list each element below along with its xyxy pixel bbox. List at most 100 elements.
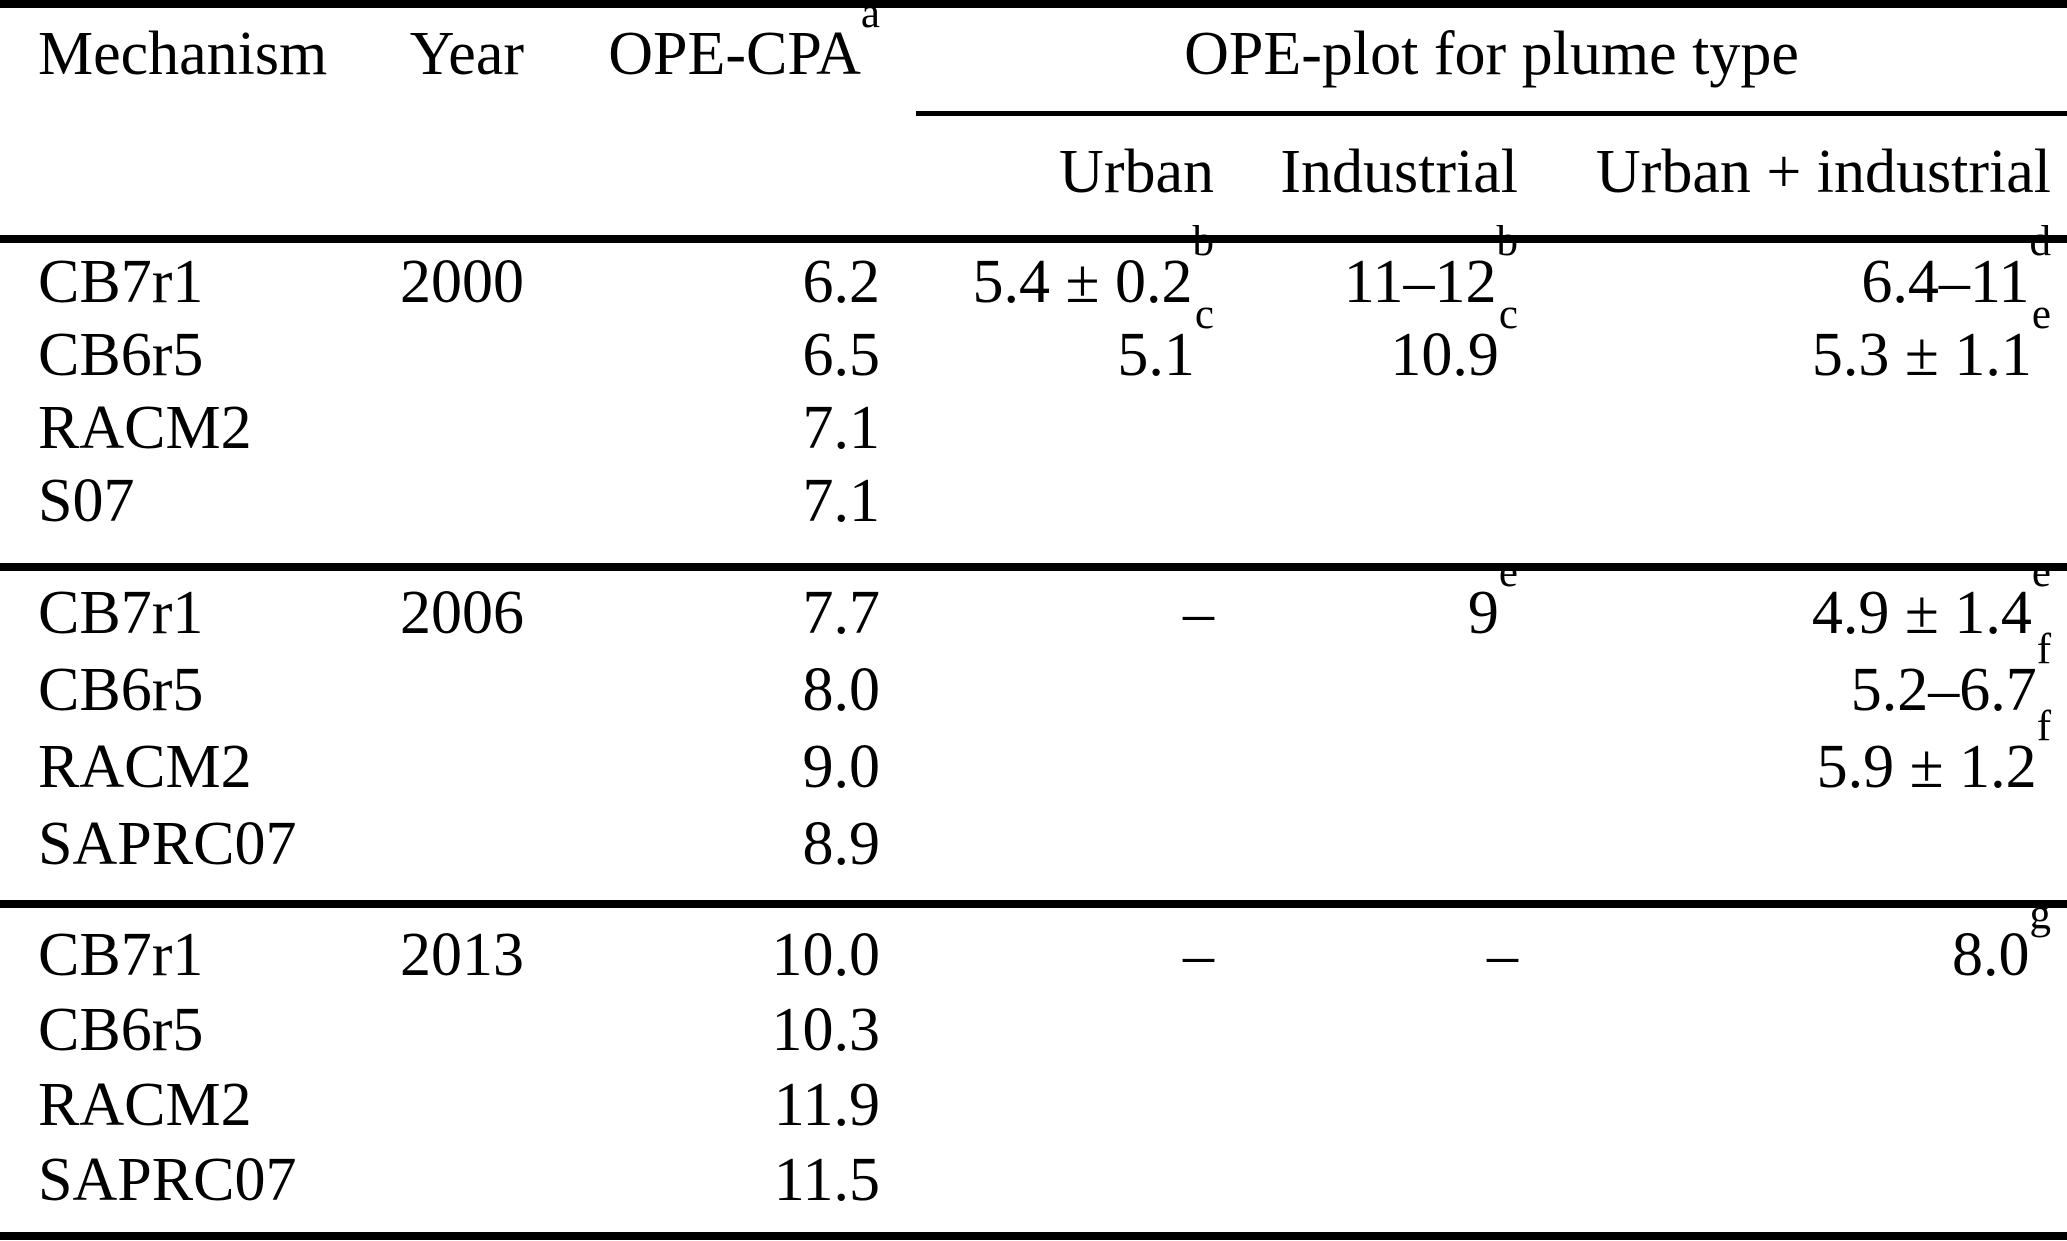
- table-row: CB7r1 2013 10.0 – – 8.0g: [0, 891, 2067, 990]
- footnote-marker-e: e: [1498, 549, 1518, 597]
- cell-year: [352, 725, 524, 802]
- table-row: CB7r1 2000 6.2 5.4 ± 0.2b 11–12b 6.4–11d: [0, 218, 2067, 317]
- cell-urban-industrial: 5.2–6.7f: [1850, 626, 2052, 724]
- cell-urban: [916, 1140, 1216, 1240]
- col-header-ope-cpa-text: OPE-CPA: [608, 20, 861, 88]
- cell-year: [352, 317, 524, 390]
- footnote-marker-e: e: [2031, 291, 2052, 339]
- cell-urban: [916, 1065, 1216, 1140]
- cell-ope-cpa: 10.3: [771, 996, 881, 1064]
- cell-urban: –: [1183, 921, 1214, 989]
- cell-mechanism: S07: [0, 463, 352, 571]
- cell-ope-cpa: 7.1: [802, 394, 881, 462]
- cell-urban: [916, 802, 1216, 908]
- cell-year: [352, 1140, 524, 1240]
- cell-urban: –: [1183, 579, 1214, 647]
- year-group-2013: CB7r1 2013 10.0 – – 8.0g CB6r5 10.3 RACM…: [0, 891, 2067, 1240]
- cell-year: 2000: [400, 248, 524, 316]
- cell-ope-cpa: 9.0: [802, 733, 881, 801]
- cell-ope-cpa: 8.9: [524, 802, 916, 908]
- cell-ope-cpa: 11.5: [524, 1140, 916, 1240]
- table-row: CB7r1 2006 7.7 – 9e 4.9 ± 1.4e: [0, 549, 2067, 648]
- cell-ope-cpa: 7.1: [524, 463, 916, 571]
- cell-urban: [916, 390, 1216, 463]
- cell-industrial: –: [1487, 921, 1518, 989]
- cell-urban: 5.1c: [1117, 291, 1214, 389]
- table-row: CB6r5 8.0 5.2–6.7f: [0, 626, 2067, 725]
- footnote-marker-c: c: [1498, 291, 1518, 339]
- table-row: CB6r5 10.3: [0, 990, 2067, 1065]
- cell-urban-industrial: 5.3 ± 1.1e: [1811, 291, 2052, 389]
- cell-industrial: 9e: [1467, 549, 1518, 647]
- footnote-marker-f: f: [2036, 703, 2052, 751]
- cell-industrial: [1216, 725, 1520, 802]
- cell-urban-industrial: 4.9 ± 1.4e: [1811, 549, 2052, 647]
- table-row: SAPRC07 11.5: [0, 1140, 2067, 1240]
- cell-industrial: 11–12b: [1343, 218, 1518, 316]
- cell-industrial: [1216, 802, 1520, 908]
- cell-urban-industrial: 5.9 ± 1.2f: [1816, 703, 2052, 801]
- cell-mechanism: SAPRC07: [0, 802, 352, 908]
- cell-mechanism: RACM2: [38, 1071, 252, 1139]
- footnote-marker-a: a: [860, 0, 880, 38]
- footnote-marker-f: f: [2036, 626, 2052, 674]
- cell-mechanism: CB7r1: [38, 248, 204, 316]
- year-group-2006: CB7r1 2006 7.7 – 9e 4.9 ± 1.4e CB6r5 8.0…: [0, 549, 2067, 908]
- cell-year: 2006: [400, 579, 524, 647]
- cell-ope-cpa: 10.0: [771, 921, 881, 989]
- footnote-marker-c: c: [1194, 291, 1214, 339]
- cell-urban: [916, 463, 1216, 571]
- col-header-ope-cpa: OPE-CPAa: [524, 0, 916, 243]
- cell-industrial: [1216, 390, 1520, 463]
- cell-year: [352, 463, 524, 571]
- cell-year: [352, 1065, 524, 1140]
- cell-mechanism: CB7r1: [38, 579, 204, 647]
- table-row: S07 7.1: [0, 463, 2067, 571]
- cell-industrial: 10.9c: [1390, 291, 1518, 389]
- cell-mechanism: CB6r5: [38, 996, 204, 1064]
- col-header-plume-group: OPE-plot for plume type: [916, 8, 2067, 116]
- cell-urban: [916, 648, 1216, 725]
- cell-year: [352, 990, 524, 1065]
- cell-ope-cpa: 11.9: [773, 1071, 880, 1139]
- footnote-marker-g: g: [2029, 891, 2052, 939]
- col-header-mechanism: Mechanism: [0, 8, 352, 243]
- table-row: SAPRC07 8.9: [0, 802, 2067, 908]
- cell-ope-cpa: 8.0: [802, 656, 881, 724]
- cell-industrial: [1216, 648, 1520, 725]
- cell-urban-industrial: [1520, 390, 2067, 463]
- year-group-2000: CB7r1 2000 6.2 5.4 ± 0.2b 11–12b 6.4–11d…: [0, 218, 2067, 571]
- col-header-industrial: Industrial: [1216, 116, 1520, 243]
- cell-ope-cpa: 6.2: [802, 248, 881, 316]
- cell-mechanism: CB6r5: [38, 321, 204, 389]
- cell-mechanism: RACM2: [38, 394, 252, 462]
- cell-urban-industrial: [1520, 1140, 2067, 1240]
- cell-year: 2013: [400, 921, 524, 989]
- cell-industrial: [1216, 990, 1520, 1065]
- table-row: RACM2 11.9: [0, 1065, 2067, 1140]
- footnote-marker-d: d: [2029, 218, 2052, 266]
- cell-urban-industrial: [1520, 802, 2067, 908]
- footnote-marker-b: b: [1192, 218, 1215, 266]
- footnote-marker-b: b: [1496, 218, 1519, 266]
- cell-industrial: [1216, 1140, 1520, 1240]
- footnote-marker-e: e: [2031, 549, 2052, 597]
- table-row: RACM2 9.0 5.9 ± 1.2f: [0, 703, 2067, 802]
- header-row-top: Mechanism Year OPE-CPAa OPE-plot for plu…: [0, 0, 2067, 243]
- cell-industrial: [1216, 463, 1520, 571]
- table-row: CB6r5 6.5 5.1c 10.9c 5.3 ± 1.1e: [0, 291, 2067, 390]
- cell-urban-industrial: [1520, 1065, 2067, 1140]
- cell-urban-industrial: [1520, 990, 2067, 1065]
- header-row-sub: Urban Industrial Urban + industrial: [0, 116, 2067, 243]
- cell-year: [352, 802, 524, 908]
- table-row: RACM2 7.1: [0, 390, 2067, 463]
- cell-industrial: [1216, 1065, 1520, 1140]
- cell-urban: [916, 725, 1216, 802]
- table-header: Mechanism Year OPE-CPAa OPE-plot for plu…: [0, 0, 2067, 243]
- cell-urban: 5.4 ± 0.2b: [972, 218, 1214, 316]
- cell-mechanism: RACM2: [38, 733, 252, 801]
- cell-urban-industrial: 8.0g: [1952, 891, 2052, 989]
- col-header-year: Year: [352, 8, 524, 243]
